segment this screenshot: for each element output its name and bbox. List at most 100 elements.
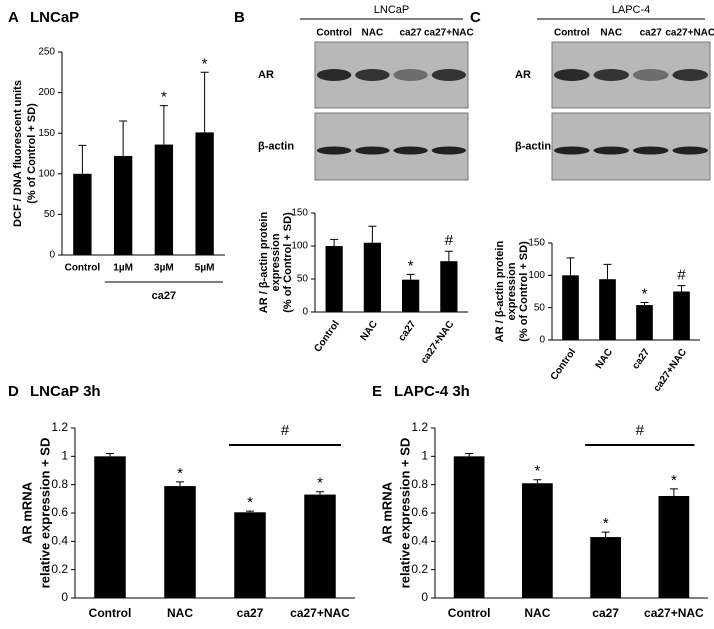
y-tick-label: 1.2 [51, 420, 68, 434]
error-bar [677, 285, 686, 292]
annotation: * [671, 472, 677, 489]
x-tick-label: NAC [524, 606, 550, 620]
lane-label: NAC [600, 28, 622, 39]
x-tick-label: ca27 [237, 606, 264, 620]
error-bar [465, 453, 474, 457]
blot-band [632, 146, 669, 155]
bar [154, 144, 174, 255]
blot-band [355, 146, 390, 155]
bar [522, 483, 553, 598]
blot-panel [314, 112, 469, 181]
blot-band [355, 69, 390, 81]
lane-label: ca27+NAC [665, 28, 714, 39]
error-bar [78, 144, 87, 174]
y-tick-label: 150 [528, 238, 545, 249]
annotation: # [677, 267, 686, 284]
bar [636, 305, 653, 340]
blot-row-label: β-actin [515, 140, 551, 152]
annotation: * [642, 285, 648, 302]
annotation: * [161, 89, 167, 106]
y-tick-label: 1 [421, 449, 428, 463]
blot-band [672, 69, 709, 81]
y-axis-label: (% of Control + SD) [518, 241, 530, 342]
error-bar [119, 120, 128, 156]
bar [599, 279, 616, 340]
y-axis-label: (% of Control + SD) [282, 212, 294, 313]
error-bar [176, 481, 184, 487]
blot-band [593, 69, 630, 81]
error-bar [533, 479, 542, 484]
error-bar [200, 71, 209, 133]
lane-label: NAC [362, 28, 384, 39]
y-tick-label: 0.8 [51, 477, 68, 491]
y-tick-label: 0 [539, 335, 545, 346]
y-tick-label: 1 [61, 449, 68, 463]
blot-band [316, 69, 352, 81]
y-tick-label: 50 [534, 302, 546, 313]
bar [113, 155, 133, 255]
x-tick-label: 5µM [195, 263, 215, 274]
lane-label: ca27 [400, 28, 423, 39]
blot-band [393, 146, 428, 155]
y-tick-label: 0.8 [411, 477, 428, 491]
y-tick-label: 100 [528, 270, 545, 281]
lane-label: ca27 [640, 28, 663, 39]
annotation: # [281, 422, 290, 439]
x-tick-label: NAC [594, 347, 615, 371]
lane-label: ca27+NAC [424, 28, 474, 39]
blot-band [593, 146, 630, 155]
y-axis-label: relative expression + SD [37, 438, 52, 589]
bar [304, 494, 336, 598]
error-bar [603, 263, 612, 280]
panel-letter: A [8, 9, 19, 26]
y-tick-label: 100 [38, 168, 55, 179]
annotation: * [408, 257, 414, 274]
error-bar [601, 531, 610, 538]
y-tick-label: 50 [297, 274, 309, 285]
annotation: * [202, 55, 208, 72]
y-tick-label: 150 [291, 208, 308, 219]
x-tick-label: Control [65, 263, 101, 274]
y-tick-label: 0.6 [411, 505, 428, 519]
x-tick-label: ca27+NAC [419, 319, 457, 366]
x-tick-label: Control [448, 606, 491, 620]
x-tick-label: ca27 [630, 347, 652, 372]
bar [402, 279, 420, 312]
blot-panel [551, 112, 711, 181]
panel-letter: B [234, 9, 245, 26]
blot-title: LAPC-4 [612, 4, 651, 16]
blot-band [316, 146, 352, 155]
y-tick-label: 0.2 [411, 562, 428, 576]
bar [94, 456, 126, 598]
blot-band [431, 146, 467, 155]
bar [590, 537, 621, 598]
group-label: ca27 [152, 290, 176, 302]
y-tick-label: 200 [38, 87, 55, 98]
blot-band [393, 69, 428, 81]
y-tick-label: 250 [38, 47, 55, 58]
bar [658, 496, 690, 598]
x-tick-label: ca27+NAC [290, 606, 350, 620]
y-axis-label: AR / β-actin protein [258, 212, 270, 314]
x-tick-label: ca27 [592, 606, 619, 620]
chart-title: LAPC-4 3h [394, 383, 470, 400]
bar [195, 132, 214, 255]
y-tick-label: 0.4 [51, 534, 68, 548]
x-tick-label: ca27+NAC [652, 347, 690, 394]
x-tick-label: ca27 [396, 319, 418, 344]
error-bar [316, 491, 324, 495]
blot-band [553, 146, 590, 155]
bar [453, 456, 485, 598]
annotation: * [534, 463, 540, 480]
annotation: * [317, 475, 323, 492]
blot-band [632, 69, 669, 81]
error-bar [159, 105, 168, 145]
chart-title: LNCaP [30, 9, 79, 26]
annotation: * [603, 515, 609, 532]
chart-title: LNCaP 3h [30, 383, 101, 400]
y-tick-label: 0.2 [51, 562, 68, 576]
panel-letter: C [470, 9, 481, 26]
annotation: * [247, 494, 253, 511]
error-bar [368, 225, 377, 243]
